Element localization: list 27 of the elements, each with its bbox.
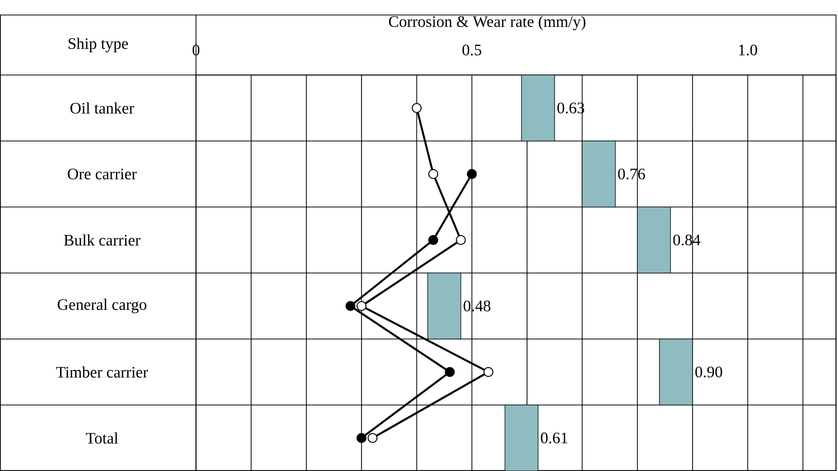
bar xyxy=(637,206,671,274)
x-tick-label: 0.5 xyxy=(462,44,482,56)
annotation: 0.90 xyxy=(695,366,722,378)
point xyxy=(483,366,494,377)
y-tick-label: Ore carrier xyxy=(68,168,137,180)
point xyxy=(444,366,455,377)
x-tick-label: 1.0 xyxy=(739,44,758,56)
point xyxy=(456,234,466,245)
point xyxy=(368,432,378,443)
y-tick-label: General cargo xyxy=(58,298,146,314)
point xyxy=(356,300,367,311)
bar xyxy=(659,338,693,406)
y-tick-label: Total xyxy=(86,432,118,444)
x-axis-title: Corrosion & Wear rate (mm/y) xyxy=(388,16,586,30)
point xyxy=(428,168,438,179)
y-tick-label: Timber carrier xyxy=(56,366,148,378)
y-axis-title: Ship type xyxy=(68,38,128,52)
bar xyxy=(582,140,616,208)
y-tick-label: Oil tanker xyxy=(70,102,134,114)
point xyxy=(356,432,367,443)
point xyxy=(466,168,477,179)
y-tick-label: Bulk carrier xyxy=(64,234,140,246)
point xyxy=(428,234,438,245)
point xyxy=(412,103,422,113)
bar xyxy=(427,272,462,340)
point xyxy=(345,300,356,311)
annotation: 0.61 xyxy=(540,432,568,444)
